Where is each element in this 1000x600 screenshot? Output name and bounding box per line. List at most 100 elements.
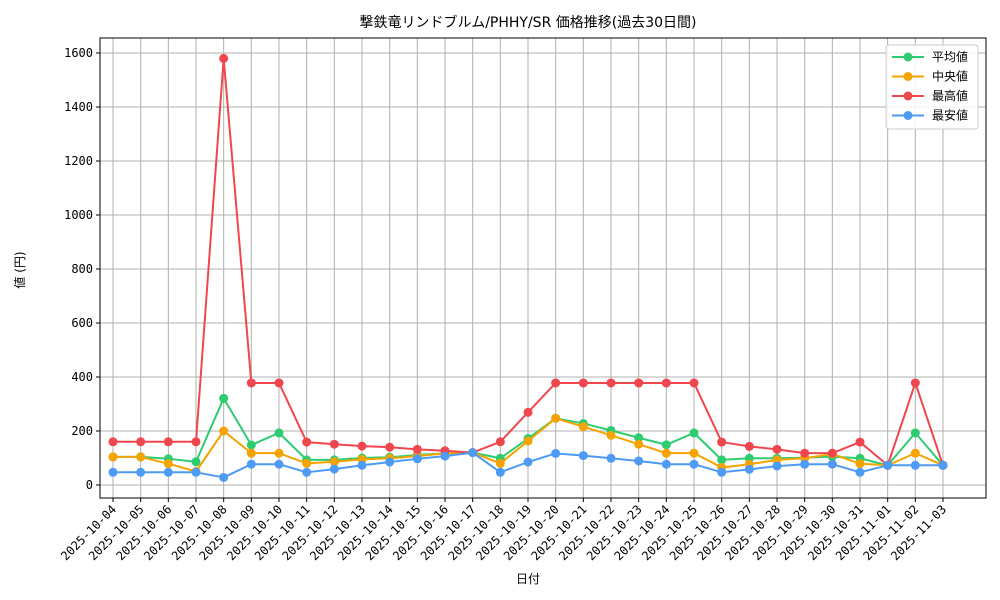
data-point[interactable] — [219, 472, 229, 482]
data-point[interactable] — [578, 451, 588, 461]
data-point[interactable] — [744, 441, 754, 451]
data-point[interactable] — [468, 448, 478, 458]
data-point[interactable] — [772, 444, 782, 454]
data-point[interactable] — [855, 467, 865, 477]
data-point[interactable] — [246, 448, 256, 458]
data-point[interactable] — [578, 378, 588, 388]
data-point[interactable] — [910, 448, 920, 458]
data-point[interactable] — [495, 467, 505, 477]
data-point[interactable] — [163, 467, 173, 477]
data-point[interactable] — [357, 441, 367, 451]
data-point[interactable] — [412, 454, 422, 464]
data-point[interactable] — [274, 378, 284, 388]
data-point[interactable] — [302, 458, 312, 468]
data-point[interactable] — [800, 459, 810, 469]
data-point[interactable] — [495, 458, 505, 468]
data-point[interactable] — [938, 460, 948, 470]
data-point[interactable] — [357, 460, 367, 470]
data-point[interactable] — [246, 459, 256, 469]
data-point[interactable] — [274, 459, 284, 469]
data-point[interactable] — [606, 378, 616, 388]
data-point[interactable] — [827, 459, 837, 469]
legend-label: 平均値 — [932, 49, 968, 64]
data-point[interactable] — [108, 467, 118, 477]
data-point[interactable] — [717, 437, 727, 447]
data-point[interactable] — [910, 460, 920, 470]
data-point[interactable] — [246, 440, 256, 450]
data-point[interactable] — [108, 437, 118, 447]
data-point[interactable] — [329, 457, 339, 467]
legend-label: 中央値 — [932, 69, 968, 84]
data-point[interactable] — [136, 467, 146, 477]
data-point[interactable] — [440, 451, 450, 461]
data-point[interactable] — [661, 459, 671, 469]
data-point[interactable] — [246, 378, 256, 388]
data-point[interactable] — [606, 453, 616, 463]
data-point[interactable] — [855, 437, 865, 447]
y-tick-label: 200 — [71, 424, 93, 438]
data-point[interactable] — [163, 437, 173, 447]
series-3 — [108, 448, 948, 482]
data-point[interactable] — [523, 436, 533, 446]
data-point[interactable] — [219, 393, 229, 403]
data-point[interactable] — [634, 456, 644, 466]
data-point[interactable] — [108, 452, 118, 462]
data-point[interactable] — [551, 378, 561, 388]
data-point[interactable] — [661, 378, 671, 388]
data-point[interactable] — [689, 459, 699, 469]
data-point[interactable] — [744, 464, 754, 474]
data-point[interactable] — [634, 378, 644, 388]
data-point[interactable] — [302, 437, 312, 447]
data-point[interactable] — [136, 437, 146, 447]
data-point[interactable] — [883, 460, 893, 470]
y-axis-label: 値 (円) — [12, 251, 27, 288]
data-point[interactable] — [634, 439, 644, 449]
legend-label: 最高値 — [932, 88, 968, 103]
data-point[interactable] — [136, 452, 146, 462]
data-point[interactable] — [385, 457, 395, 467]
data-point[interactable] — [329, 439, 339, 449]
data-point[interactable] — [661, 440, 671, 450]
data-point[interactable] — [191, 467, 201, 477]
data-point[interactable] — [523, 407, 533, 417]
data-point[interactable] — [800, 448, 810, 458]
data-point[interactable] — [219, 426, 229, 436]
data-point[interactable] — [661, 448, 671, 458]
data-point[interactable] — [191, 457, 201, 467]
data-point[interactable] — [274, 448, 284, 458]
data-point[interactable] — [717, 467, 727, 477]
data-point[interactable] — [495, 437, 505, 447]
data-point[interactable] — [772, 455, 782, 465]
data-point[interactable] — [551, 413, 561, 423]
data-point[interactable] — [274, 428, 284, 438]
data-point[interactable] — [772, 461, 782, 471]
data-point[interactable] — [163, 459, 173, 469]
data-point[interactable] — [689, 378, 699, 388]
data-point[interactable] — [827, 448, 837, 458]
data-point[interactable] — [191, 437, 201, 447]
data-point[interactable] — [219, 53, 229, 63]
data-point[interactable] — [578, 422, 588, 432]
data-point[interactable] — [302, 467, 312, 477]
data-point[interactable] — [329, 464, 339, 474]
data-point[interactable] — [689, 448, 699, 458]
legend-item: 中央値 — [892, 69, 968, 84]
data-point[interactable] — [551, 448, 561, 458]
data-point[interactable] — [855, 459, 865, 469]
data-point[interactable] — [910, 378, 920, 388]
y-tick-label: 600 — [71, 316, 93, 330]
data-point[interactable] — [910, 428, 920, 438]
y-tick-label: 400 — [71, 370, 93, 384]
data-point[interactable] — [717, 455, 727, 465]
series-2 — [108, 53, 948, 470]
legend-item: 最安値 — [892, 108, 968, 123]
data-point[interactable] — [634, 433, 644, 443]
data-point[interactable] — [385, 442, 395, 452]
data-point[interactable] — [412, 444, 422, 454]
data-point[interactable] — [606, 430, 616, 440]
data-point[interactable] — [523, 457, 533, 467]
legend-box — [885, 44, 979, 130]
y-tick-label: 1200 — [64, 154, 93, 168]
data-point[interactable] — [689, 428, 699, 438]
